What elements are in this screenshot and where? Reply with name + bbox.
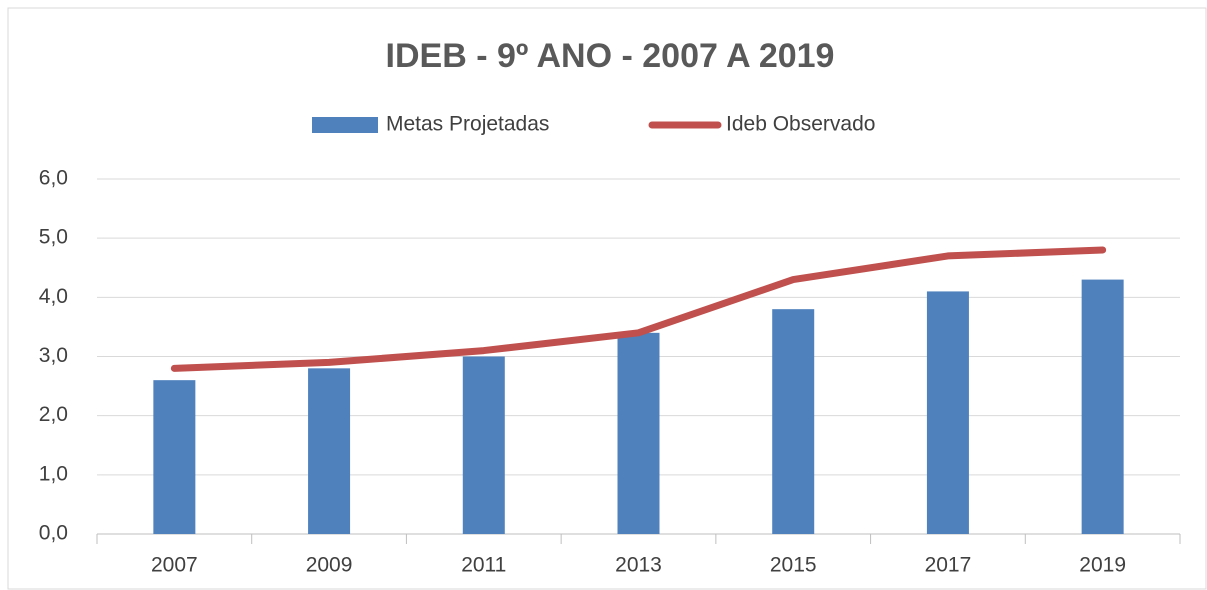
x-tick-label: 2009 bbox=[306, 554, 353, 577]
legend-label: Metas Projetadas bbox=[386, 113, 549, 136]
legend-label: Ideb Observado bbox=[726, 113, 875, 136]
y-tick-label: 0,0 bbox=[39, 522, 68, 545]
y-tick-label: 6,0 bbox=[39, 167, 68, 190]
x-tick-label: 2017 bbox=[925, 554, 972, 577]
line bbox=[170, 246, 1107, 372]
legend-swatch bbox=[312, 117, 378, 133]
bar bbox=[462, 356, 505, 534]
chart-border bbox=[7, 7, 1207, 590]
bar bbox=[308, 368, 351, 534]
bar bbox=[617, 332, 660, 534]
x-tick-label: 2019 bbox=[1079, 554, 1126, 577]
bar bbox=[926, 291, 969, 534]
x-tick-label: 2015 bbox=[770, 554, 817, 577]
y-tick-label: 4,0 bbox=[39, 285, 68, 308]
y-tick-label: 1,0 bbox=[39, 462, 68, 485]
x-tick-label: 2013 bbox=[615, 554, 662, 577]
x-tick-label: 2007 bbox=[151, 554, 198, 577]
bar bbox=[772, 309, 815, 534]
y-tick-label: 3,0 bbox=[39, 344, 68, 367]
bar bbox=[153, 380, 196, 534]
x-tick-label: 2011 bbox=[461, 554, 506, 577]
bar bbox=[1081, 279, 1124, 534]
y-tick-label: 5,0 bbox=[39, 226, 68, 249]
y-tick-label: 2,0 bbox=[39, 403, 68, 426]
chart-title: IDEB - 9º ANO - 2007 A 2019 bbox=[386, 37, 835, 75]
